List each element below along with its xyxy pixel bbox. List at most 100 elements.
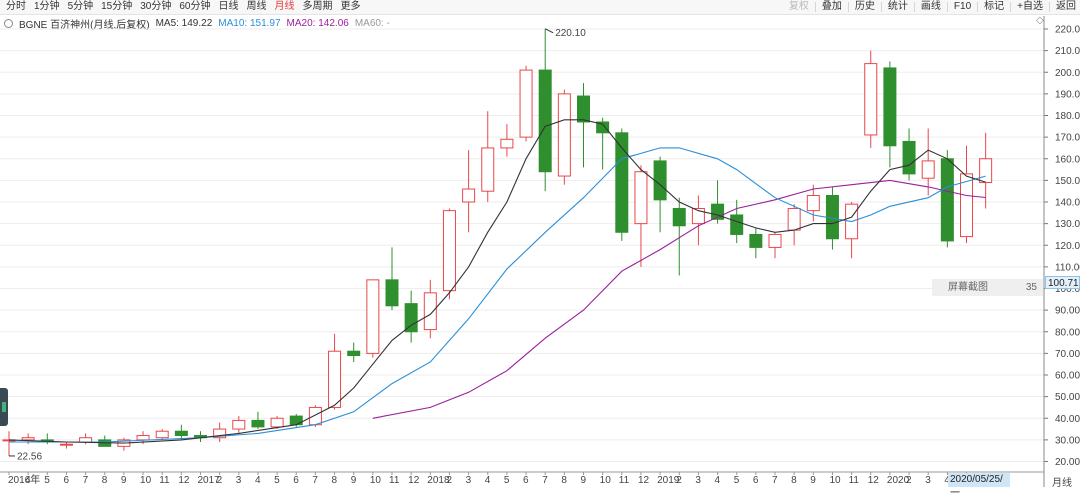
x-tick-label: 2017 bbox=[198, 475, 221, 486]
x-tick-label: 9 bbox=[810, 475, 816, 486]
ma-legend: BGNE 百济神州(月线,后复权) MA5: 149.22 MA10: 151.… bbox=[4, 16, 396, 31]
x-tick-label: 9 bbox=[581, 475, 587, 486]
period-tabs: 分时 1分钟 5分钟 15分钟 30分钟 60分钟 日线 周线 月线 多周期 更多 bbox=[2, 0, 365, 14]
candle-body bbox=[730, 214, 744, 235]
period-tab[interactable]: 周线 bbox=[246, 1, 267, 12]
settings-circle-icon[interactable] bbox=[4, 18, 13, 28]
x-tick-label: 2020 bbox=[887, 475, 910, 486]
x-tick-label: 3 bbox=[236, 475, 242, 486]
y-tick-label: 210.00 bbox=[1055, 46, 1080, 57]
candle-body bbox=[462, 188, 476, 203]
x-tick-label: 8 bbox=[332, 475, 338, 486]
period-tab[interactable]: 1分钟 bbox=[34, 1, 60, 12]
toolbar-button[interactable]: 复权 bbox=[788, 1, 809, 12]
toolbar-divider bbox=[1049, 2, 1050, 12]
y-tick-label: 120.00 bbox=[1055, 241, 1080, 252]
toolbar-button[interactable]: 历史 bbox=[854, 1, 875, 12]
high-pointer bbox=[544, 28, 554, 34]
diamond-icon[interactable]: ◇ bbox=[1036, 15, 1044, 26]
candle-body bbox=[902, 140, 916, 175]
y-tick-label: 180.00 bbox=[1055, 111, 1080, 122]
toolbar-button[interactable]: F10 bbox=[953, 1, 972, 12]
x-tick-label: 2 bbox=[217, 475, 223, 486]
ma60-value: MA60: - bbox=[354, 17, 390, 29]
period-tab[interactable]: 15分钟 bbox=[101, 1, 133, 12]
x-tick-label: 8 bbox=[791, 475, 797, 486]
period-tab[interactable]: 日线 bbox=[218, 1, 239, 12]
ma5-line bbox=[8, 119, 986, 444]
x-tick-label: 10 bbox=[370, 475, 382, 486]
y-tick-label: 100.00 bbox=[1055, 284, 1080, 295]
x-tick-label: 10 bbox=[829, 475, 841, 486]
x-tick-label: 4 bbox=[255, 475, 261, 486]
candle-body bbox=[806, 195, 820, 212]
tooltip-label: 屏幕截图 bbox=[948, 282, 988, 293]
candle-body bbox=[921, 160, 935, 179]
x-tick-label: 11 bbox=[389, 475, 400, 486]
toolbar-button[interactable]: 统计 bbox=[887, 1, 908, 12]
x-tick-label: 6 bbox=[293, 475, 299, 486]
y-tick-label: 140.00 bbox=[1055, 198, 1080, 209]
x-tick-label: 6 bbox=[523, 475, 529, 486]
x-tick-label: 3 bbox=[466, 475, 472, 486]
candle-body bbox=[883, 67, 897, 147]
toolbar-button[interactable]: 画线 bbox=[920, 1, 941, 12]
current-price-tag: 100.71 bbox=[1045, 276, 1080, 289]
period-tab[interactable]: 多周期 bbox=[302, 1, 333, 12]
x-tick-label: 10 bbox=[140, 475, 152, 486]
toolbar-button[interactable]: 叠加 bbox=[821, 1, 842, 12]
cursor-date: 2020/05/25/一 bbox=[948, 473, 1010, 499]
toolbar-button[interactable]: 返回 bbox=[1056, 1, 1076, 12]
period-tab[interactable]: 5分钟 bbox=[67, 1, 94, 12]
tooltip-value: 35 bbox=[1025, 282, 1037, 293]
period-tab[interactable]: 分时 bbox=[6, 1, 26, 12]
y-tick-label: 170.00 bbox=[1055, 133, 1080, 144]
candle-body bbox=[653, 160, 667, 201]
candle-body bbox=[59, 443, 73, 446]
y-tick-label: 70.00 bbox=[1055, 349, 1080, 360]
candle-body bbox=[538, 69, 552, 173]
period-tab[interactable]: 月线 bbox=[274, 1, 295, 12]
side-panel-toggle[interactable] bbox=[0, 388, 8, 426]
toolbar-divider bbox=[946, 2, 948, 12]
y-tick-label: 200.00 bbox=[1055, 68, 1080, 79]
x-tick-label: 7 bbox=[83, 475, 89, 486]
period-tab[interactable]: 60分钟 bbox=[179, 1, 211, 12]
x-tick-label: 3 bbox=[695, 475, 701, 486]
x-tick-label: 2016年 bbox=[8, 473, 40, 486]
candle-body bbox=[270, 417, 284, 428]
candle-body bbox=[672, 207, 686, 227]
x-tick-label: 2 bbox=[676, 475, 682, 486]
candle-body bbox=[960, 173, 973, 238]
x-tick-label: 5 bbox=[504, 475, 510, 486]
candle-body bbox=[251, 419, 265, 428]
candlestick-chart[interactable]: 20.00 30.00 40.00 50.00 60.00 70.00 80.00 90.00… bbox=[0, 0, 1080, 487]
toolbar-button[interactable]: 标记 bbox=[984, 1, 1005, 12]
x-tick-label: 8 bbox=[102, 475, 108, 486]
candle-body bbox=[634, 171, 648, 225]
y-tick-label: 60.00 bbox=[1055, 371, 1080, 382]
x-tick-label: 4 bbox=[944, 475, 950, 486]
x-tick-label: 6 bbox=[753, 475, 759, 486]
toolbar-button[interactable]: +自选 bbox=[1017, 1, 1043, 12]
candle-body bbox=[864, 63, 878, 136]
x-tick-label: 10 bbox=[600, 475, 612, 486]
x-tick-label: 9 bbox=[121, 475, 127, 486]
period-tab[interactable]: 更多 bbox=[340, 1, 361, 12]
candle-body bbox=[21, 437, 35, 441]
x-tick-label: 12 bbox=[408, 475, 420, 486]
y-tick-label: 220.00 bbox=[1055, 25, 1080, 36]
candle-body bbox=[481, 147, 495, 192]
y-tick-label: 110.00 bbox=[1055, 262, 1080, 273]
y-tick-label: 40.00 bbox=[1055, 414, 1080, 425]
period-tab[interactable]: 30分钟 bbox=[140, 1, 172, 12]
toolbar-divider bbox=[913, 2, 915, 12]
candle-body bbox=[519, 69, 533, 138]
candle-body bbox=[79, 437, 93, 443]
candle-body bbox=[174, 430, 188, 437]
toolbar: 分时 1分钟 5分钟 15分钟 30分钟 60分钟 日线 周线 月线 多周期 更多 复权 叠加 历史 统计… bbox=[0, 0, 1080, 15]
x-tick-label: 9 bbox=[351, 475, 357, 486]
high-label: 220.10 bbox=[555, 28, 586, 39]
candle-body bbox=[213, 428, 227, 439]
y-tick-label: 90.00 bbox=[1055, 306, 1080, 317]
